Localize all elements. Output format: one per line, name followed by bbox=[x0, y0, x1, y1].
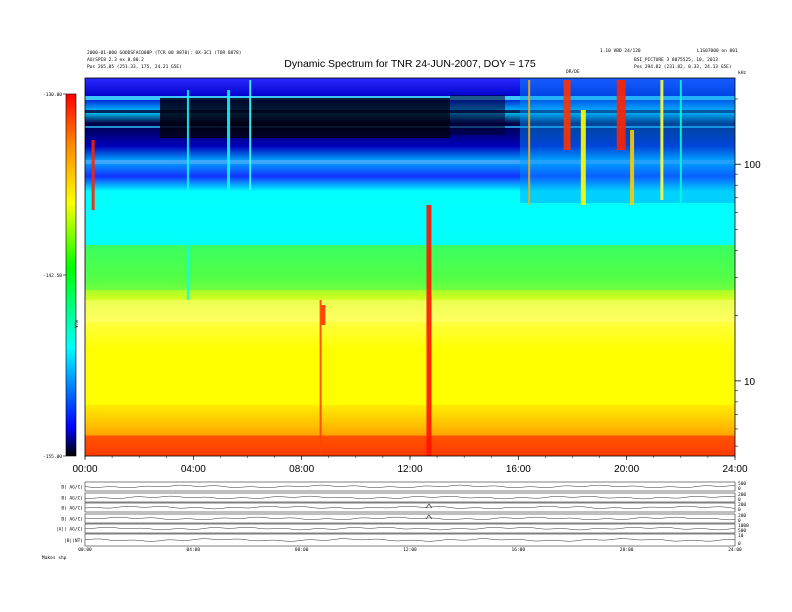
header-left-line1: 2000-01-000 GOODSFACO08P (TCR 00 8878): … bbox=[87, 51, 242, 56]
header-right-line1: 1.10 VBD 24/120 bbox=[600, 49, 641, 54]
panel-trace bbox=[84, 526, 736, 531]
streak bbox=[563, 80, 571, 150]
y-tick-label: 10 bbox=[744, 377, 756, 388]
panel-label: B( AG/C) bbox=[61, 506, 83, 512]
streak bbox=[319, 300, 322, 456]
panel-x-tick-label: 00:00 bbox=[78, 547, 92, 553]
streak bbox=[186, 90, 189, 300]
x-tick-label: 00:00 bbox=[72, 464, 97, 475]
panel-frame bbox=[84, 533, 736, 547]
x-tick-label: 24:00 bbox=[722, 464, 747, 475]
panel-trace bbox=[84, 484, 736, 489]
dark-patch-right bbox=[450, 95, 505, 135]
streak bbox=[528, 80, 531, 205]
streak bbox=[616, 80, 626, 150]
header-right-line3: BSI_PICTURE 3 8075525, 10, 2013 bbox=[634, 58, 718, 63]
streak bbox=[580, 110, 586, 205]
colorbar-ticks: -130.00 -142.50 -155.00 bbox=[43, 92, 66, 460]
panel-frame bbox=[84, 502, 736, 513]
green-band bbox=[85, 245, 735, 290]
colorbar-label: V/m bbox=[74, 320, 80, 328]
panel-right-tick: 10 bbox=[738, 533, 744, 539]
panel-right-tick: 200 bbox=[738, 502, 746, 508]
cyan-band bbox=[85, 203, 735, 245]
red-bottom-band bbox=[85, 436, 735, 456]
header-small-tag: DR/DE bbox=[566, 70, 580, 75]
panel-spike bbox=[425, 514, 433, 520]
panel-right-tick: 500 bbox=[738, 528, 746, 534]
x-tick-label: 12:00 bbox=[397, 464, 422, 475]
colorbar bbox=[65, 93, 77, 457]
header-right-line4: Pos 294.82 (231.82, 0.33, 24.13 G5E) bbox=[634, 65, 732, 70]
x-tick-label: 20:00 bbox=[614, 464, 639, 475]
panel-frame bbox=[84, 481, 736, 492]
panel-frame bbox=[84, 513, 736, 524]
panel-right-tick: 0 bbox=[738, 507, 741, 513]
colorbar-tick-label: -142.50 bbox=[43, 273, 62, 279]
header-right-line2: L1S07000 on 801 bbox=[697, 49, 738, 54]
panel-frame bbox=[84, 492, 736, 503]
light-yellow-band bbox=[85, 300, 735, 322]
panel-x-tick-label: 04:00 bbox=[187, 547, 201, 553]
streak bbox=[679, 80, 682, 205]
x-tick-label: 04:00 bbox=[181, 464, 206, 475]
panel-right-tick: 0 bbox=[738, 497, 741, 503]
panel-right-tick: 0 bbox=[738, 541, 741, 547]
x-tick-label: 16:00 bbox=[506, 464, 531, 475]
panel-right-tick: 500 bbox=[738, 481, 746, 487]
noisy-region bbox=[520, 78, 735, 205]
y-tick-label: 100 bbox=[744, 160, 761, 171]
spectrogram bbox=[85, 78, 735, 456]
band-light-blue bbox=[85, 160, 735, 164]
panel-label: |A|( AG/C) bbox=[56, 527, 83, 533]
streak bbox=[426, 205, 432, 456]
footer-text: Makes shp bbox=[42, 556, 67, 561]
panel-label: B( AG/C) bbox=[61, 517, 83, 523]
streak bbox=[321, 305, 326, 325]
panel-right-tick: 200 bbox=[738, 513, 746, 519]
panel-right-tick: 1000 bbox=[738, 523, 749, 529]
panel-x-tick-label: 24:00 bbox=[728, 547, 742, 553]
panel-trace bbox=[84, 505, 736, 510]
panel-label: B( AG/C) bbox=[61, 496, 83, 502]
chart-title: Dynamic Spectrum for TNR 24-JUN-2007, DO… bbox=[284, 58, 536, 70]
x-axis-ticks: 00:00 04:00 08:00 12:00 16:00 20:00 24:00 bbox=[72, 456, 748, 475]
dark-patch-main bbox=[160, 98, 450, 138]
streak bbox=[660, 80, 664, 200]
panel-label: B( AG/C) bbox=[61, 485, 83, 491]
spectral-streaks bbox=[91, 80, 682, 456]
panel-x-tick-label: 16:00 bbox=[512, 547, 526, 553]
y-axis-ticks: 100 10 bbox=[735, 98, 761, 447]
orange-band bbox=[85, 405, 735, 435]
panel-trace bbox=[84, 516, 736, 521]
colorbar-tick-label: -130.00 bbox=[43, 92, 62, 98]
streak bbox=[91, 140, 95, 210]
panel-right-tick: 200 bbox=[738, 492, 746, 498]
header-left-line3: Pos 265.05 (251.33, 175, 24.21 G5E) bbox=[87, 65, 182, 70]
panel-x-tick-label: 12:00 bbox=[403, 547, 417, 553]
streak bbox=[630, 130, 635, 205]
panel-spike bbox=[425, 503, 433, 509]
panel-right-tick: 0 bbox=[738, 518, 741, 524]
panel-right-tick: 0 bbox=[738, 486, 741, 492]
panel-label: |B|(NT) bbox=[64, 538, 83, 544]
panel-x-tick-label: 08:00 bbox=[295, 547, 309, 553]
streak bbox=[249, 80, 252, 190]
panel-x-tick-label: 20:00 bbox=[620, 547, 634, 553]
y-axis-unit: kHz bbox=[738, 70, 746, 76]
streak bbox=[227, 90, 231, 230]
x-tick-label: 08:00 bbox=[289, 464, 314, 475]
panel-frame bbox=[84, 523, 736, 534]
panel-trace bbox=[84, 538, 736, 542]
colorbar-tick-label: -155.00 bbox=[43, 454, 62, 460]
panel-trace bbox=[84, 495, 736, 500]
header-left-line2: AU(SPI8 2.3 ex 8.80.2 bbox=[87, 58, 144, 63]
